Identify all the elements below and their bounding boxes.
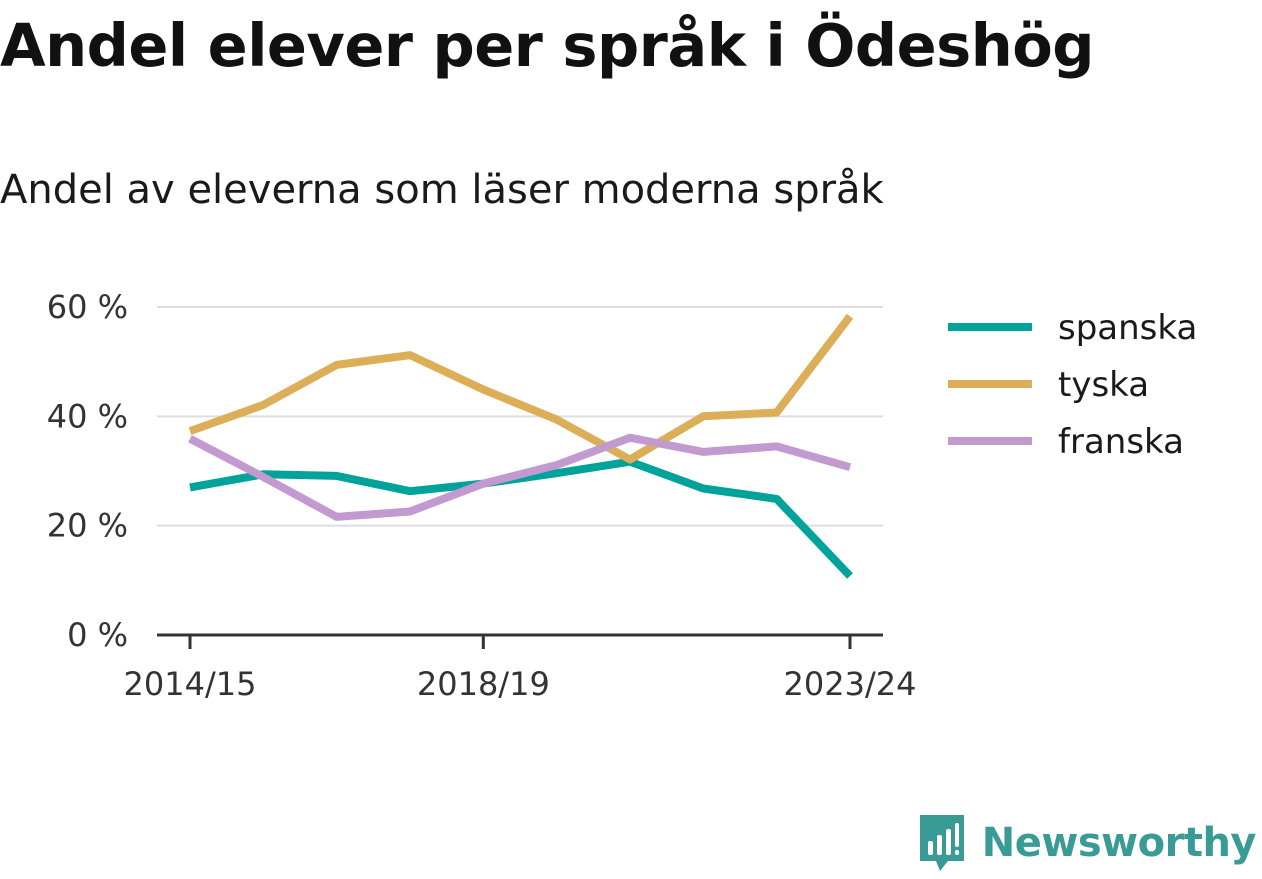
legend-label-spanska: spanska bbox=[1058, 308, 1197, 348]
series-lines bbox=[188, 313, 854, 579]
chart-title: Andel elever per språk i Ödeshög bbox=[0, 11, 1095, 80]
y-tick-label: 60 % bbox=[47, 288, 128, 326]
x-axis-labels: 2014/15 2018/19 2023/24 bbox=[124, 665, 917, 703]
chart-subtitle: Andel av eleverna som läser moderna språ… bbox=[0, 167, 884, 213]
x-tick-label: 2014/15 bbox=[124, 665, 257, 703]
legend: spanska tyska franska bbox=[948, 308, 1197, 462]
series-line-franska bbox=[188, 433, 852, 521]
brand-name: Newsworthy bbox=[981, 820, 1257, 866]
legend-label-tyska: tyska bbox=[1058, 365, 1149, 405]
y-axis-labels: 0 % 20 % 40 % 60 % bbox=[47, 288, 128, 654]
y-tick-label: 20 % bbox=[47, 507, 128, 545]
y-tick-label: 40 % bbox=[47, 397, 128, 435]
x-tick-label: 2018/19 bbox=[417, 665, 550, 703]
newsworthy-logo-icon bbox=[919, 815, 964, 871]
legend-label-franska: franska bbox=[1058, 422, 1184, 462]
x-tick-label: 2023/24 bbox=[784, 665, 917, 703]
y-tick-label: 0 % bbox=[67, 616, 128, 654]
newsworthy-brand: Newsworthy bbox=[916, 811, 1257, 875]
series-line-spanska bbox=[189, 457, 853, 579]
series-line-tyska bbox=[188, 313, 854, 464]
x-axis bbox=[157, 633, 883, 649]
